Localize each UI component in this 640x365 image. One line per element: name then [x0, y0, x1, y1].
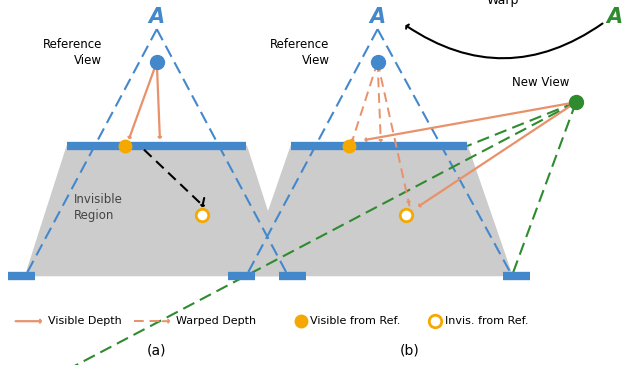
Text: Reference
View: Reference View: [270, 38, 330, 68]
Text: Warp: Warp: [486, 0, 518, 7]
Text: Visible from Ref.: Visible from Ref.: [310, 316, 401, 326]
Text: A: A: [606, 7, 623, 27]
Text: Invis. from Ref.: Invis. from Ref.: [445, 316, 528, 326]
Text: Invisible
Region: Invisible Region: [74, 193, 122, 222]
Polygon shape: [26, 146, 288, 276]
Text: A: A: [148, 7, 165, 27]
Text: New View: New View: [512, 76, 570, 89]
Text: Visible Depth: Visible Depth: [48, 316, 122, 326]
Text: Warped Depth: Warped Depth: [176, 316, 256, 326]
Text: A: A: [369, 7, 386, 27]
Text: Reference
View: Reference View: [43, 38, 102, 68]
Polygon shape: [246, 146, 512, 276]
Text: (a): (a): [147, 343, 166, 357]
Text: (b): (b): [400, 343, 419, 357]
